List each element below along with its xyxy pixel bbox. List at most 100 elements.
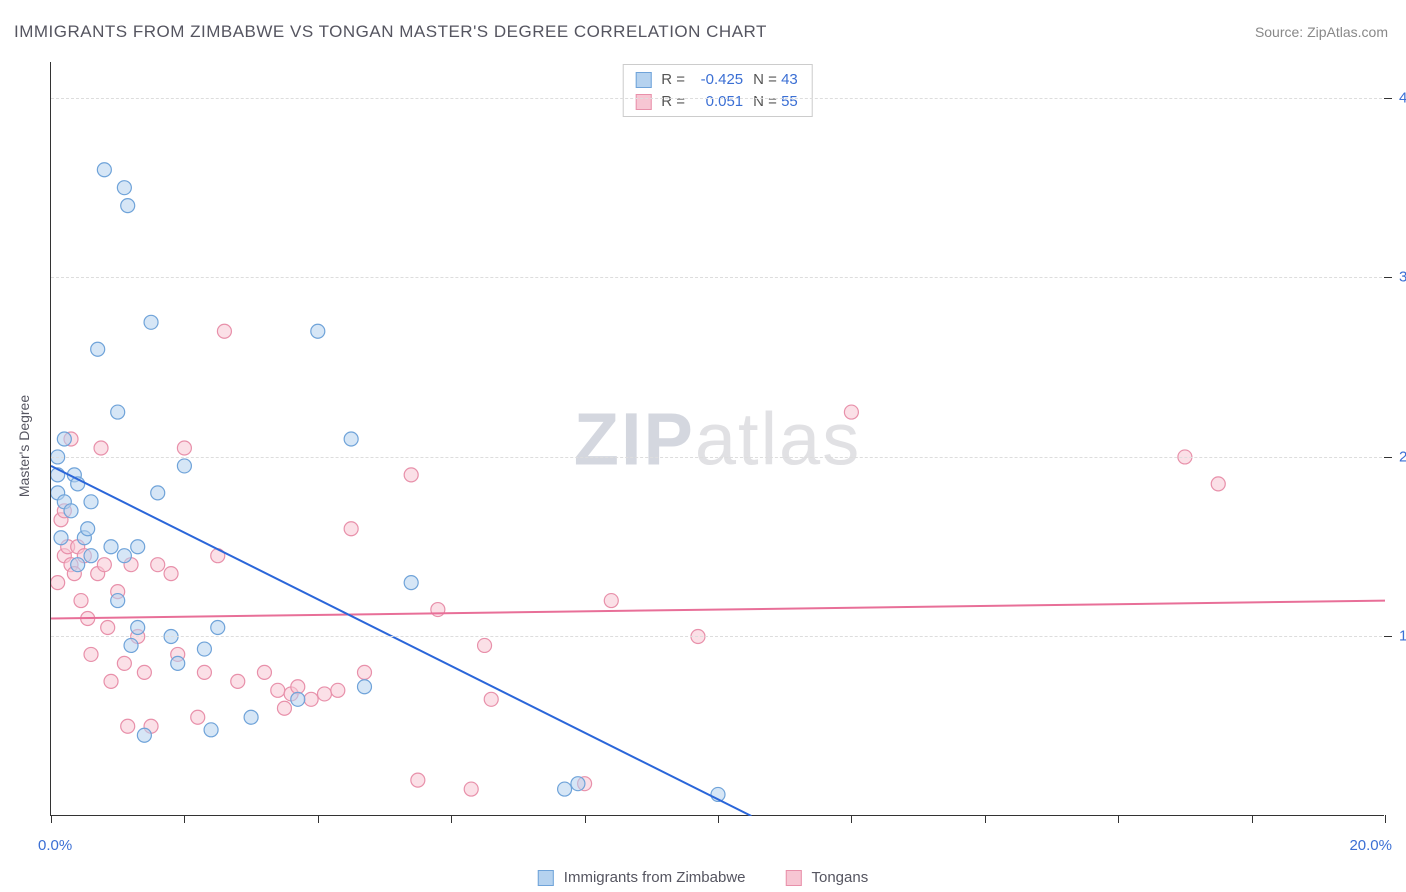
data-point [404, 576, 418, 590]
data-point [117, 181, 131, 195]
legend-label-zimbabwe: Immigrants from Zimbabwe [564, 869, 746, 886]
stats-n-tongans: 55 [781, 93, 798, 110]
swatch-tongans-2 [786, 870, 802, 886]
trend-line [51, 601, 1385, 619]
data-point [57, 549, 71, 563]
data-point [411, 773, 425, 787]
data-point [137, 728, 151, 742]
data-point [257, 665, 271, 679]
data-point [171, 647, 185, 661]
y-tick-label: 10.0% [1399, 628, 1406, 645]
data-point [84, 549, 98, 563]
data-point [131, 540, 145, 554]
data-point [131, 621, 145, 635]
x-tick [318, 815, 319, 823]
plot-area: ZIPatlas R = -0.425 N = 43 R = 0.051 N =… [50, 62, 1384, 816]
data-point [277, 701, 291, 715]
data-point [404, 468, 418, 482]
stats-r-tongans: 0.051 [689, 91, 743, 113]
data-point [111, 585, 125, 599]
swatch-zimbabwe [635, 72, 651, 88]
stats-n-zimbabwe: 43 [781, 71, 798, 88]
stats-n-label-2: N = [753, 93, 781, 110]
data-point [317, 687, 331, 701]
data-point [151, 486, 165, 500]
stats-r-label-2: R = [661, 93, 689, 110]
gridline [51, 457, 1392, 458]
data-point [81, 612, 95, 626]
watermark-bold: ZIP [574, 397, 695, 480]
stats-row-zimbabwe: R = -0.425 N = 43 [635, 69, 798, 91]
stats-legend-box: R = -0.425 N = 43 R = 0.051 N = 55 [622, 64, 813, 117]
legend-item-zimbabwe: Immigrants from Zimbabwe [538, 869, 746, 886]
data-point [121, 719, 135, 733]
data-point [77, 549, 91, 563]
data-point [291, 680, 305, 694]
data-point [271, 683, 285, 697]
swatch-zimbabwe-2 [538, 870, 554, 886]
source-attribution: Source: ZipAtlas.com [1255, 24, 1388, 40]
chart-title: IMMIGRANTS FROM ZIMBABWE VS TONGAN MASTE… [14, 22, 767, 42]
data-point [578, 777, 592, 791]
data-point [64, 504, 78, 518]
legend-label-tongans: Tongans [812, 869, 869, 886]
data-point [304, 692, 318, 706]
data-point [51, 576, 65, 590]
watermark-text: ZIPatlas [574, 396, 861, 481]
data-point [51, 486, 65, 500]
data-point [84, 495, 98, 509]
x-axis-max-label: 20.0% [1349, 837, 1392, 854]
x-tick [184, 815, 185, 823]
data-point [97, 558, 111, 572]
data-point [844, 405, 858, 419]
data-point [211, 621, 225, 635]
x-tick [718, 815, 719, 823]
x-tick [51, 815, 52, 823]
data-point [431, 603, 445, 617]
data-point [97, 163, 111, 177]
data-point [111, 594, 125, 608]
scatter-svg [51, 62, 1385, 816]
data-point [91, 567, 105, 581]
data-point [64, 558, 78, 572]
data-point [111, 405, 125, 419]
data-point [121, 199, 135, 213]
data-point [484, 692, 498, 706]
data-point [64, 432, 78, 446]
x-tick [451, 815, 452, 823]
data-point [71, 558, 85, 572]
data-point [117, 656, 131, 670]
y-axis-title: Master's Degree [16, 395, 32, 497]
data-point [284, 687, 298, 701]
x-tick [1385, 815, 1386, 823]
data-point [464, 782, 478, 796]
swatch-tongans [635, 94, 651, 110]
data-point [57, 495, 71, 509]
data-point [291, 692, 305, 706]
x-tick [1252, 815, 1253, 823]
data-point [91, 342, 105, 356]
data-point [144, 719, 158, 733]
data-point [571, 777, 585, 791]
data-point [54, 531, 68, 545]
data-point [101, 621, 115, 635]
x-tick [585, 815, 586, 823]
data-point [74, 594, 88, 608]
data-point [171, 656, 185, 670]
y-tick-label: 30.0% [1399, 269, 1406, 286]
data-point [71, 540, 85, 554]
data-point [311, 324, 325, 338]
x-tick [851, 815, 852, 823]
data-point [357, 665, 371, 679]
y-tick-label: 40.0% [1399, 89, 1406, 106]
data-point [244, 710, 258, 724]
data-point [57, 432, 71, 446]
data-point [144, 315, 158, 329]
data-point [211, 549, 225, 563]
data-point [117, 549, 131, 563]
watermark-rest: atlas [695, 397, 861, 480]
data-point [151, 558, 165, 572]
data-point [104, 674, 118, 688]
data-point [357, 680, 371, 694]
data-point [61, 540, 75, 554]
